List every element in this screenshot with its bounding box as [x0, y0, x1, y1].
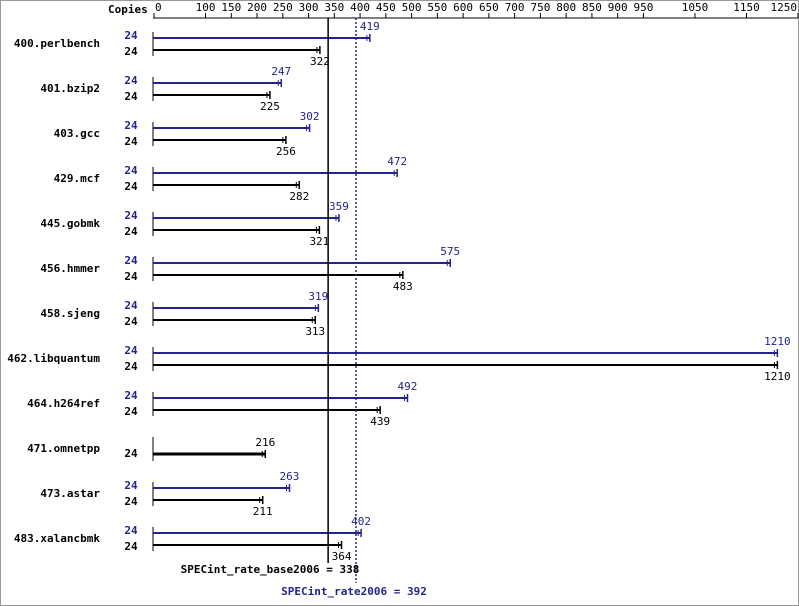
copies-label: 24 [124, 74, 138, 87]
x-tick-label: 1250 [771, 1, 798, 14]
x-tick-label: 100 [196, 1, 216, 14]
value-label: 247 [271, 65, 291, 78]
x-tick-label: 1050 [682, 1, 709, 14]
value-label: 402 [351, 515, 371, 528]
value-label: 256 [276, 145, 296, 158]
benchmark-name: 456.hmmer [40, 262, 100, 275]
copies-label: 24 [124, 90, 138, 103]
x-tick-label: 600 [453, 1, 473, 14]
copies-label: 24 [124, 540, 138, 553]
value-label: 492 [398, 380, 418, 393]
copies-label: 24 [124, 270, 138, 283]
x-tick-label: 800 [556, 1, 576, 14]
copies-label: 24 [124, 405, 138, 418]
copies-label: 24 [124, 254, 138, 267]
benchmark-name: 403.gcc [54, 127, 100, 140]
value-label: 1210 [764, 335, 791, 348]
x-tick-label: 750 [530, 1, 550, 14]
value-label: 263 [280, 470, 300, 483]
benchmark-name: 462.libquantum [7, 352, 100, 365]
value-label: 575 [440, 245, 460, 258]
copies-label: 24 [124, 447, 138, 460]
benchmark-name: 401.bzip2 [40, 82, 100, 95]
axis-label: Copies [108, 3, 148, 16]
copies-label: 24 [124, 29, 138, 42]
copies-label: 24 [124, 180, 138, 193]
benchmark-name: 400.perlbench [14, 37, 100, 50]
copies-label: 24 [124, 495, 138, 508]
value-label: 302 [300, 110, 320, 123]
value-label: 483 [393, 280, 413, 293]
value-label: 472 [387, 155, 407, 168]
value-label: 439 [370, 415, 390, 428]
benchmark-name: 471.omnetpp [27, 442, 100, 455]
benchmark-name: 429.mcf [54, 172, 100, 185]
x-tick-label: 150 [221, 1, 241, 14]
copies-label: 24 [124, 45, 138, 58]
value-label: 1210 [764, 370, 791, 383]
x-tick-label: 250 [273, 1, 293, 14]
x-tick-label: 700 [505, 1, 525, 14]
x-tick-label: 550 [427, 1, 447, 14]
x-tick-label: 200 [247, 1, 267, 14]
copies-label: 24 [124, 315, 138, 328]
copies-label: 24 [124, 119, 138, 132]
x-tick-label: 450 [376, 1, 396, 14]
copies-label: 24 [124, 225, 138, 238]
copies-label: 24 [124, 389, 138, 402]
value-label: 225 [260, 100, 280, 113]
value-label: 321 [309, 235, 329, 248]
copies-label: 24 [124, 360, 138, 373]
value-label: 211 [253, 505, 273, 518]
copies-label: 24 [124, 344, 138, 357]
reference-label: SPECint_rate_base2006 = 338 [181, 563, 360, 576]
copies-label: 24 [124, 479, 138, 492]
value-label: 282 [289, 190, 309, 203]
x-tick-label: 650 [479, 1, 499, 14]
value-label: 216 [255, 436, 275, 449]
value-label: 319 [308, 290, 328, 303]
copies-label: 24 [124, 135, 138, 148]
benchmark-name: 445.gobmk [40, 217, 100, 230]
benchmark-name: 464.h264ref [27, 397, 100, 410]
benchmark-name: 473.astar [40, 487, 100, 500]
value-label: 322 [310, 55, 330, 68]
value-label: 313 [305, 325, 325, 338]
x-tick-label: 900 [608, 1, 628, 14]
benchmark-name: 483.xalancbmk [14, 532, 100, 545]
x-tick-label: 950 [634, 1, 654, 14]
reference-label: SPECint_rate2006 = 392 [281, 585, 427, 598]
x-tick-label: 350 [324, 1, 344, 14]
value-label: 364 [332, 550, 352, 563]
x-tick-label: 300 [299, 1, 319, 14]
x-tick-label: 850 [582, 1, 602, 14]
x-tick-label: 1150 [733, 1, 760, 14]
value-label: 359 [329, 200, 349, 213]
copies-label: 24 [124, 164, 138, 177]
x-tick-label: 0 [155, 1, 162, 14]
value-label: 419 [360, 20, 380, 33]
copies-label: 24 [124, 299, 138, 312]
copies-label: 24 [124, 524, 138, 537]
x-tick-label: 400 [350, 1, 370, 14]
x-tick-label: 500 [402, 1, 422, 14]
copies-label: 24 [124, 209, 138, 222]
benchmark-name: 458.sjeng [40, 307, 100, 320]
